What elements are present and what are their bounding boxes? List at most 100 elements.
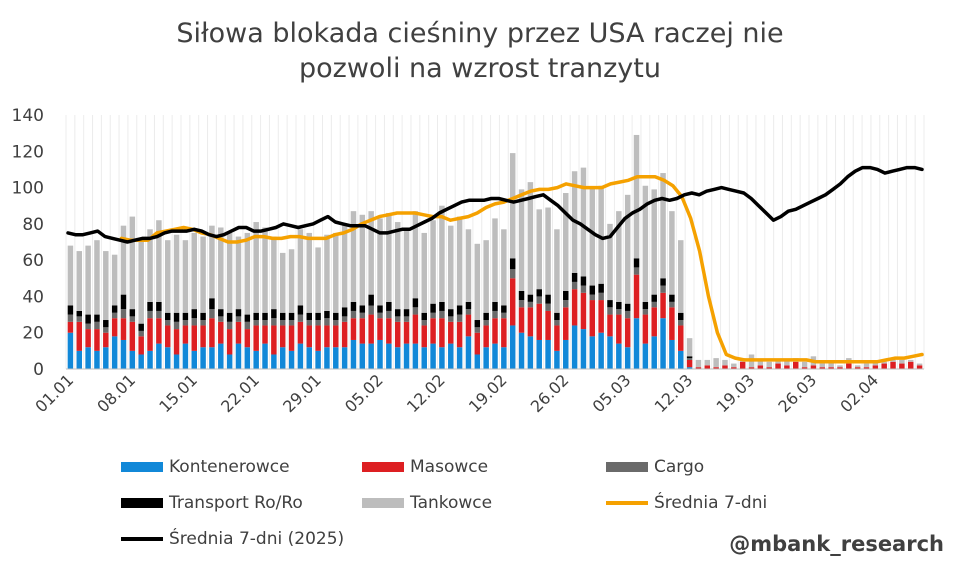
bar-masowce — [571, 289, 578, 326]
bar-cargo — [607, 307, 613, 315]
bar-masowce — [890, 361, 896, 369]
y-tick-label: 0 — [33, 360, 44, 380]
bar-kontenerowce — [678, 350, 684, 369]
legend-item-kontenerowce: Kontenerowce — [121, 456, 290, 478]
bar-roro — [430, 303, 436, 313]
bar-cargo — [483, 320, 489, 326]
bar-roro — [341, 307, 348, 317]
bar-cargo — [518, 300, 525, 308]
bar-roro — [359, 305, 366, 313]
bar-masowce — [828, 367, 834, 369]
bar-kontenerowce — [156, 343, 162, 369]
bar-masowce — [129, 321, 136, 351]
bar-cargo — [439, 310, 445, 319]
bar-kontenerowce — [386, 343, 392, 369]
legend-item-masowce: Masowce — [362, 456, 488, 478]
bar-kontenerowce — [253, 350, 259, 369]
bar-masowce — [801, 367, 808, 369]
bar-tankowce — [129, 216, 136, 310]
bar-masowce — [678, 325, 684, 351]
x-tick-label: 29.01 — [279, 370, 325, 416]
bar-cargo — [111, 312, 118, 319]
bar-tankowce — [262, 227, 268, 313]
legend-swatch-masowce — [362, 462, 404, 472]
bar-masowce — [563, 307, 569, 340]
bar-tankowce — [120, 225, 127, 295]
bar-masowce — [350, 318, 357, 340]
legend-label-roro: Transport Ro/Ro — [169, 493, 303, 513]
bar-tankowce — [368, 211, 374, 295]
chart-title-line-2: pozwoli na wzrost tranzytu — [299, 53, 661, 84]
bar-roro — [85, 314, 91, 324]
bar-kontenerowce — [669, 339, 675, 369]
bar-cargo — [271, 318, 277, 326]
bar-roro — [279, 312, 286, 321]
bar-cargo — [501, 312, 507, 319]
bar-kontenerowce — [288, 350, 295, 369]
bar-tankowce — [76, 251, 83, 311]
bar-tankowce — [430, 220, 436, 304]
bar-tankowce — [271, 236, 277, 310]
bar-roro — [253, 312, 259, 321]
bar-masowce — [262, 325, 268, 344]
bar-masowce — [722, 365, 728, 369]
bar-cargo — [545, 303, 551, 311]
bar-masowce — [412, 314, 419, 344]
bar-kontenerowce — [651, 336, 657, 369]
bar-kontenerowce — [218, 343, 224, 369]
bar-tankowce — [377, 218, 383, 306]
bar-roro — [651, 294, 657, 302]
bar-masowce — [766, 367, 772, 369]
bar-masowce — [669, 307, 675, 340]
legend-swatch-avg — [606, 501, 648, 505]
legend-item-avg2025: Średnia 7-dni (2025) — [121, 528, 344, 550]
bar-tankowce — [421, 232, 427, 313]
bar-tankowce — [94, 240, 100, 315]
bar-tankowce — [678, 240, 684, 313]
bar-cargo — [173, 321, 180, 330]
bar-tankowce — [890, 359, 896, 362]
bar-kontenerowce — [554, 350, 560, 369]
bar-cargo — [394, 316, 401, 322]
bar-masowce — [739, 361, 746, 369]
bar-tankowce — [616, 211, 622, 302]
bar-roro — [209, 298, 215, 310]
bar-masowce — [94, 329, 100, 351]
bar-masowce — [819, 367, 826, 369]
bar-cargo — [492, 310, 498, 319]
bar-cargo — [147, 310, 153, 319]
bar-kontenerowce — [527, 336, 534, 369]
bar-tankowce — [333, 232, 339, 313]
bar-roro — [271, 309, 277, 319]
bar-cargo — [253, 320, 259, 326]
bar-tankowce — [359, 214, 366, 306]
bar-tankowce — [536, 209, 542, 290]
bar-tankowce — [297, 229, 304, 306]
bar-kontenerowce — [147, 350, 153, 369]
bar-masowce — [394, 321, 401, 348]
bar-kontenerowce — [448, 343, 454, 369]
bar-masowce — [731, 367, 737, 369]
bar-tankowce — [589, 187, 596, 286]
bar-kontenerowce — [359, 343, 366, 369]
bar-masowce — [315, 325, 321, 351]
bar-kontenerowce — [191, 350, 197, 369]
bar-roro — [580, 276, 587, 286]
bar-tankowce — [837, 365, 843, 368]
bar-cargo — [678, 320, 684, 326]
bar-tankowce — [598, 185, 604, 284]
bar-masowce — [784, 365, 790, 369]
legend-item-roro: Transport Ro/Ro — [121, 492, 303, 514]
bar-cargo — [103, 327, 109, 333]
bar-roro — [465, 301, 472, 310]
bar-kontenerowce — [624, 347, 631, 369]
legend-label-avg2025: Średnia 7-dni (2025) — [169, 529, 345, 549]
bar-tankowce — [775, 359, 781, 364]
bar-masowce — [138, 336, 144, 355]
bar-tankowce — [633, 134, 640, 259]
x-tick-label: 12.03 — [651, 370, 697, 416]
bar-cargo — [288, 320, 295, 326]
bar-cargo — [297, 314, 304, 322]
bar-roro — [536, 289, 542, 297]
bar-tankowce — [766, 361, 772, 368]
